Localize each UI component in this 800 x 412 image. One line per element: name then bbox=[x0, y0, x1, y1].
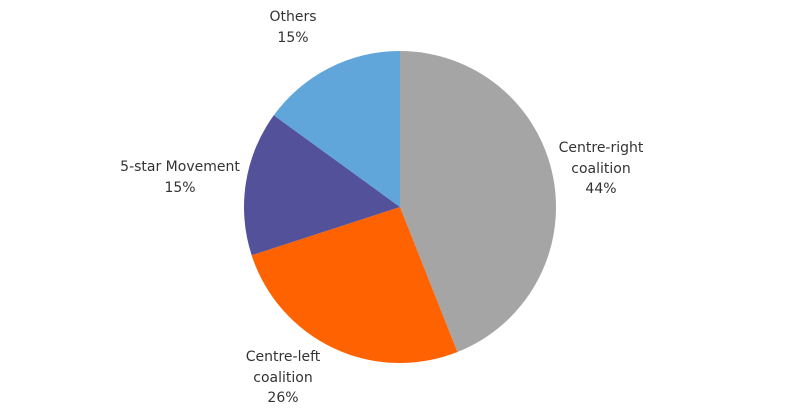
slice-label: Centre-right bbox=[558, 140, 644, 156]
data-label: Others 15% bbox=[269, 7, 316, 48]
slice-label: Centre-left bbox=[245, 349, 321, 365]
slice-label: coalition bbox=[253, 369, 313, 386]
data-label: Centre-right coalition 44% bbox=[559, 138, 644, 200]
slice-value-label: 44% bbox=[585, 181, 617, 197]
pie-slice-5-star-movement bbox=[244, 115, 400, 256]
data-label: Centre-left coalition 26% bbox=[246, 347, 321, 409]
slice-value-label: 15% bbox=[277, 29, 309, 46]
pie-slice-centre-right-coalition bbox=[400, 51, 557, 353]
slice-label: Others bbox=[269, 9, 317, 25]
slice-value-label: 26% bbox=[267, 390, 299, 406]
pie-slice-others bbox=[273, 51, 400, 207]
slice-value-label: 15% bbox=[164, 179, 196, 196]
slice-label: 5-star Movement bbox=[120, 159, 240, 175]
pie-slice-centre-left-coalition bbox=[251, 207, 458, 363]
data-label: 5-star Movement 15% bbox=[120, 157, 240, 198]
slice-label: coalition bbox=[571, 160, 631, 177]
